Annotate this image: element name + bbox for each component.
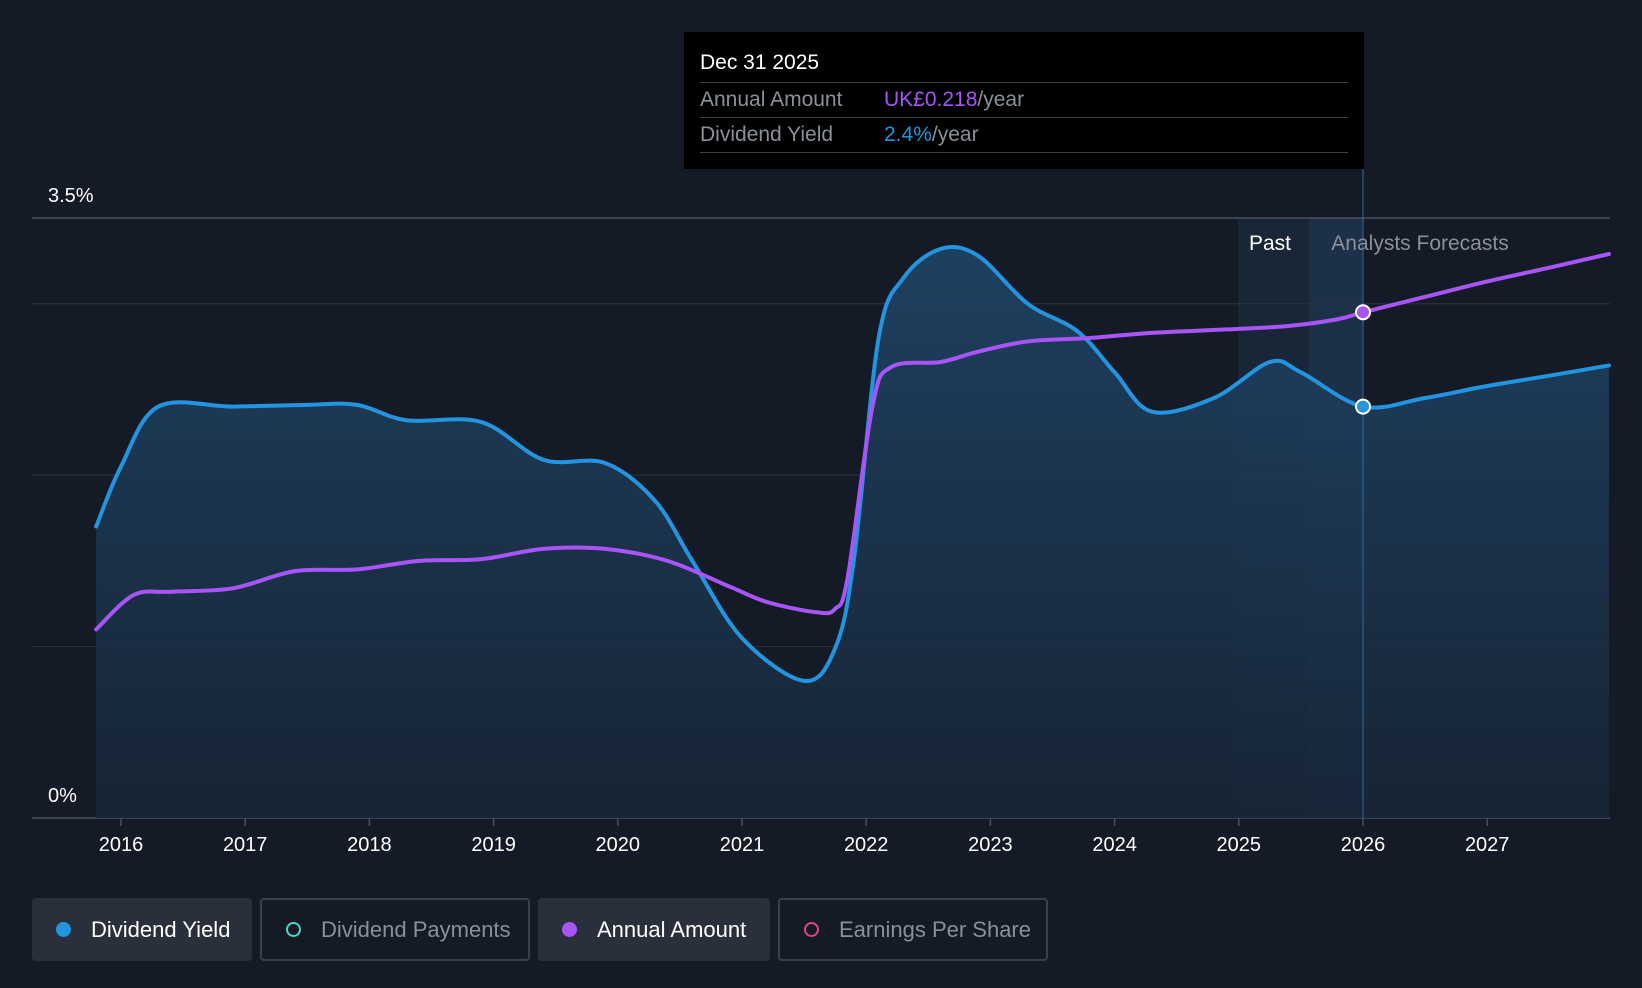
x-tick-label: 2022: [844, 834, 889, 856]
tooltip-unit: /year: [931, 123, 979, 146]
y-tick-label: 0%: [48, 785, 77, 807]
legend-label: Dividend Yield: [91, 916, 231, 942]
legend-label: Annual Amount: [597, 916, 747, 942]
legend-label: Dividend Payments: [321, 916, 511, 942]
tooltip-label: Dividend Yield: [700, 123, 834, 146]
x-tick-label: 2023: [968, 834, 1013, 856]
legend-annual-amount[interactable]: Annual Amount: [538, 898, 770, 961]
legend-label: Earnings Per Share: [839, 916, 1031, 942]
x-tick-label: 2020: [596, 834, 641, 856]
legend-dividend-payments[interactable]: Dividend Payments: [260, 898, 530, 961]
tooltip-date: Dec 31 2025: [700, 51, 820, 74]
y-tick-label: 3.5%: [48, 185, 94, 207]
tooltip-value: 2.4%: [884, 123, 932, 146]
annual-amount-marker: [1355, 304, 1371, 321]
tooltip-value: UK£0.218: [884, 88, 978, 111]
forecast-label: Analysts Forecasts: [1331, 232, 1508, 255]
filled-dot-icon: [562, 922, 577, 937]
x-tick-label: 2016: [99, 834, 144, 856]
filled-dot-icon: [56, 922, 71, 937]
tooltip-row-dividend-yield: Dividend Yield 2.4% /year: [700, 117, 1348, 153]
tooltip-row-annual-amount: Annual Amount UK£0.218 /year: [700, 82, 1348, 117]
hollow-dot-icon: [804, 922, 819, 937]
x-tick-label: 2027: [1465, 834, 1510, 856]
dividend-yield-line: [94, 244, 1611, 683]
tooltip-unit: /year: [977, 88, 1025, 111]
annual-amount-line: [94, 252, 1611, 632]
hollow-dot-icon: [286, 922, 301, 937]
legend-earnings-per-share[interactable]: Earnings Per Share: [778, 898, 1048, 961]
chart-tooltip: Dec 31 2025 Annual Amount UK£0.218 /year…: [684, 32, 1364, 169]
past-label: Past: [1249, 232, 1291, 255]
x-tick-label: 2026: [1341, 834, 1386, 856]
x-tick-label: 2025: [1217, 834, 1262, 856]
x-tick-label: 2017: [223, 834, 268, 856]
x-tick-label: 2024: [1092, 834, 1137, 856]
x-tick-label: 2021: [720, 834, 765, 856]
dividend-yield-marker: [1355, 398, 1371, 415]
x-tick-label: 2019: [471, 834, 516, 856]
x-tick-label: 2018: [347, 834, 392, 856]
tooltip-label: Annual Amount: [700, 88, 843, 111]
legend-dividend-yield[interactable]: Dividend Yield: [32, 898, 252, 961]
